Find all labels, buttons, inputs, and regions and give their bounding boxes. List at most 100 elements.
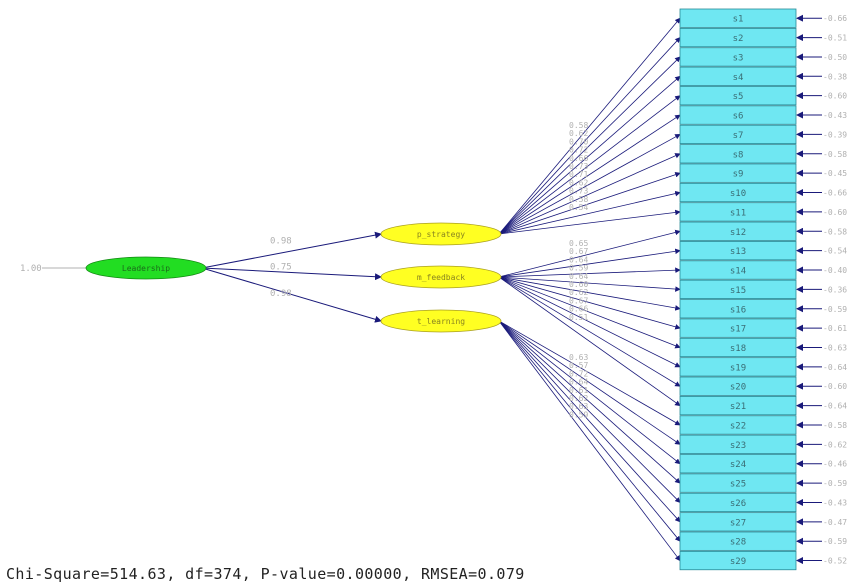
loading-path-s2 (498, 36, 681, 235)
factor-label-p_strategy: p_strategy (417, 230, 465, 239)
item-label-s26: s26 (730, 499, 746, 509)
item-box-s1 (679, 8, 797, 28)
loading-path-s14 (498, 267, 681, 278)
loading-path-s27 (498, 320, 681, 523)
loading-value-s13: 0.67 (569, 247, 588, 256)
loading-value-s1: 0.58 (569, 121, 588, 130)
item-label-s17: s17 (730, 325, 746, 335)
item-label-s5: s5 (733, 92, 744, 102)
root-latent-label: Leadership (122, 264, 170, 273)
error-value-s19: -0.64 (823, 363, 847, 372)
loading-value-s5: 0.66 (569, 154, 588, 163)
item-label-s27: s27 (730, 518, 746, 528)
error-value-s13: -0.54 (823, 247, 847, 256)
item-box-s11 (679, 202, 797, 222)
item-box-s28 (679, 531, 797, 551)
loading-value-s16: 0.64 (569, 272, 588, 281)
loading-path-s8 (498, 153, 681, 235)
item-box-s15 (679, 279, 797, 299)
factor-label-t_learning: t_learning (417, 317, 465, 326)
fit-statistics: Chi-Square=514.63, df=374, P-value=0.000… (6, 565, 525, 583)
loading-path-s3 (498, 56, 681, 235)
loading-path-s22 (498, 320, 681, 426)
error-value-s1: -0.66 (823, 14, 847, 23)
loading-path-s15 (498, 276, 681, 292)
item-box-s24 (679, 454, 797, 474)
item-label-s8: s8 (733, 150, 744, 160)
loading-path-s21 (498, 276, 681, 407)
loading-path-s9 (498, 172, 681, 235)
error-value-s27: -0.47 (823, 518, 847, 527)
item-label-s12: s12 (730, 228, 746, 238)
loading-value-s7: 0.71 (569, 170, 588, 179)
error-value-s7: -0.39 (823, 130, 847, 139)
error-value-s18: -0.63 (823, 343, 847, 352)
error-value-s16: -0.59 (823, 305, 847, 314)
loading-path-s28 (498, 320, 681, 542)
item-label-s19: s19 (730, 363, 746, 373)
loading-value-s24: 0.72 (569, 369, 588, 378)
item-label-s13: s13 (730, 247, 746, 257)
factor-path-value: 0.98 (270, 289, 292, 299)
item-box-s10 (679, 182, 797, 203)
item-label-s25: s25 (730, 480, 746, 490)
loading-path-s5 (498, 95, 681, 235)
item-box-s6 (679, 105, 797, 125)
error-value-s11: -0.60 (823, 208, 847, 217)
factor-label-m_feedback: m_feedback (417, 273, 465, 282)
loading-value-s23: 0.57 (569, 361, 588, 370)
item-label-s1: s1 (733, 15, 744, 25)
item-label-s28: s28 (730, 538, 746, 548)
loading-value-s29: 0.59 (569, 410, 588, 419)
item-label-s3: s3 (733, 53, 744, 63)
loading-value-s19: 0.67 (569, 296, 588, 305)
root-input-value: 1.00 (20, 264, 42, 274)
loading-value-s4: 0.72 (569, 146, 588, 155)
error-value-s10: -0.66 (823, 189, 847, 198)
factor-node-t_learning (380, 309, 502, 333)
factor-node-m_feedback (380, 265, 502, 289)
error-value-s5: -0.60 (823, 92, 847, 101)
factor-path-value: 0.98 (270, 237, 292, 247)
loading-value-s8: 0.62 (569, 178, 588, 187)
item-label-s23: s23 (730, 441, 746, 451)
error-value-s29: -0.52 (823, 557, 847, 566)
loading-path-s12 (498, 229, 681, 278)
loading-value-s22: 0.63 (569, 353, 588, 362)
item-box-s14 (679, 260, 797, 280)
factor-node-p_strategy (380, 222, 502, 246)
item-label-s15: s15 (730, 286, 746, 296)
item-box-s2 (679, 27, 797, 48)
item-box-s21 (679, 395, 797, 416)
item-label-s29: s29 (730, 557, 746, 567)
factor-path-2 (201, 267, 382, 323)
item-label-s24: s24 (730, 460, 746, 470)
loading-value-s27: 0.62 (569, 394, 588, 403)
loading-value-s2: 0.62 (569, 129, 588, 138)
item-box-s26 (679, 492, 797, 513)
error-value-s4: -0.38 (823, 72, 847, 81)
error-value-s20: -0.60 (823, 382, 847, 391)
item-label-s16: s16 (730, 305, 746, 315)
item-label-s9: s9 (733, 170, 744, 180)
error-value-s25: -0.59 (823, 479, 847, 488)
error-value-s15: -0.36 (823, 285, 847, 294)
loading-path-s13 (498, 248, 681, 278)
loading-path-s17 (498, 276, 681, 330)
loading-value-s9: 0.73 (569, 187, 588, 196)
error-value-s14: -0.40 (823, 266, 847, 275)
loading-value-s21: 0.51 (569, 313, 588, 322)
loading-path-s25 (498, 320, 681, 484)
error-value-s2: -0.51 (823, 34, 847, 43)
item-box-s18 (679, 337, 797, 358)
loading-path-s10 (498, 190, 681, 235)
loading-path-s24 (498, 320, 681, 465)
factor-path-value: 0.75 (270, 262, 292, 272)
loading-value-s3: 0.70 (569, 137, 588, 146)
loading-path-s1 (498, 17, 681, 235)
item-box-s3 (679, 47, 797, 67)
item-label-s18: s18 (730, 344, 746, 354)
error-value-s28: -0.59 (823, 537, 847, 546)
item-box-s12 (679, 221, 797, 241)
